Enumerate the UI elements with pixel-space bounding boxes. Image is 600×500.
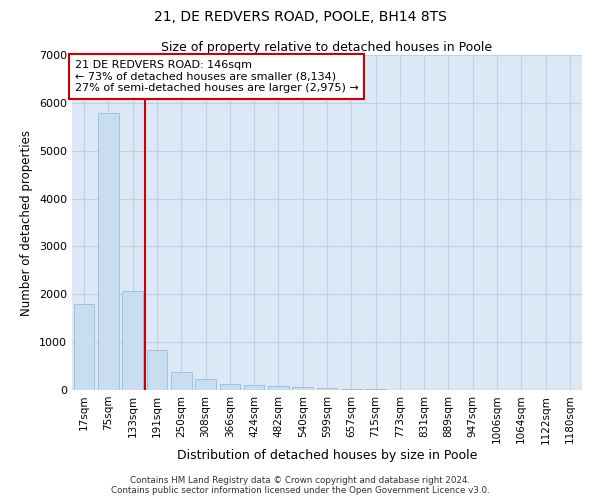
Text: Contains HM Land Registry data © Crown copyright and database right 2024.
Contai: Contains HM Land Registry data © Crown c… [110,476,490,495]
Bar [317,388,337,390]
Bar [341,388,362,390]
X-axis label: Distribution of detached houses by size in Poole: Distribution of detached houses by size … [177,449,477,462]
Bar [98,114,119,390]
Y-axis label: Number of detached properties: Number of detached properties [20,130,34,316]
Bar [268,386,289,390]
Bar [244,385,265,390]
Bar [171,372,191,390]
Bar [365,389,386,390]
Text: 21 DE REDVERS ROAD: 146sqm
← 73% of detached houses are smaller (8,134)
27% of s: 21 DE REDVERS ROAD: 146sqm ← 73% of deta… [74,60,358,93]
Bar [220,384,240,390]
Bar [292,388,313,390]
Bar [74,304,94,390]
Bar [195,379,216,390]
Text: 21, DE REDVERS ROAD, POOLE, BH14 8TS: 21, DE REDVERS ROAD, POOLE, BH14 8TS [154,10,446,24]
Bar [146,350,167,390]
Title: Size of property relative to detached houses in Poole: Size of property relative to detached ho… [161,41,493,54]
Bar [122,292,143,390]
